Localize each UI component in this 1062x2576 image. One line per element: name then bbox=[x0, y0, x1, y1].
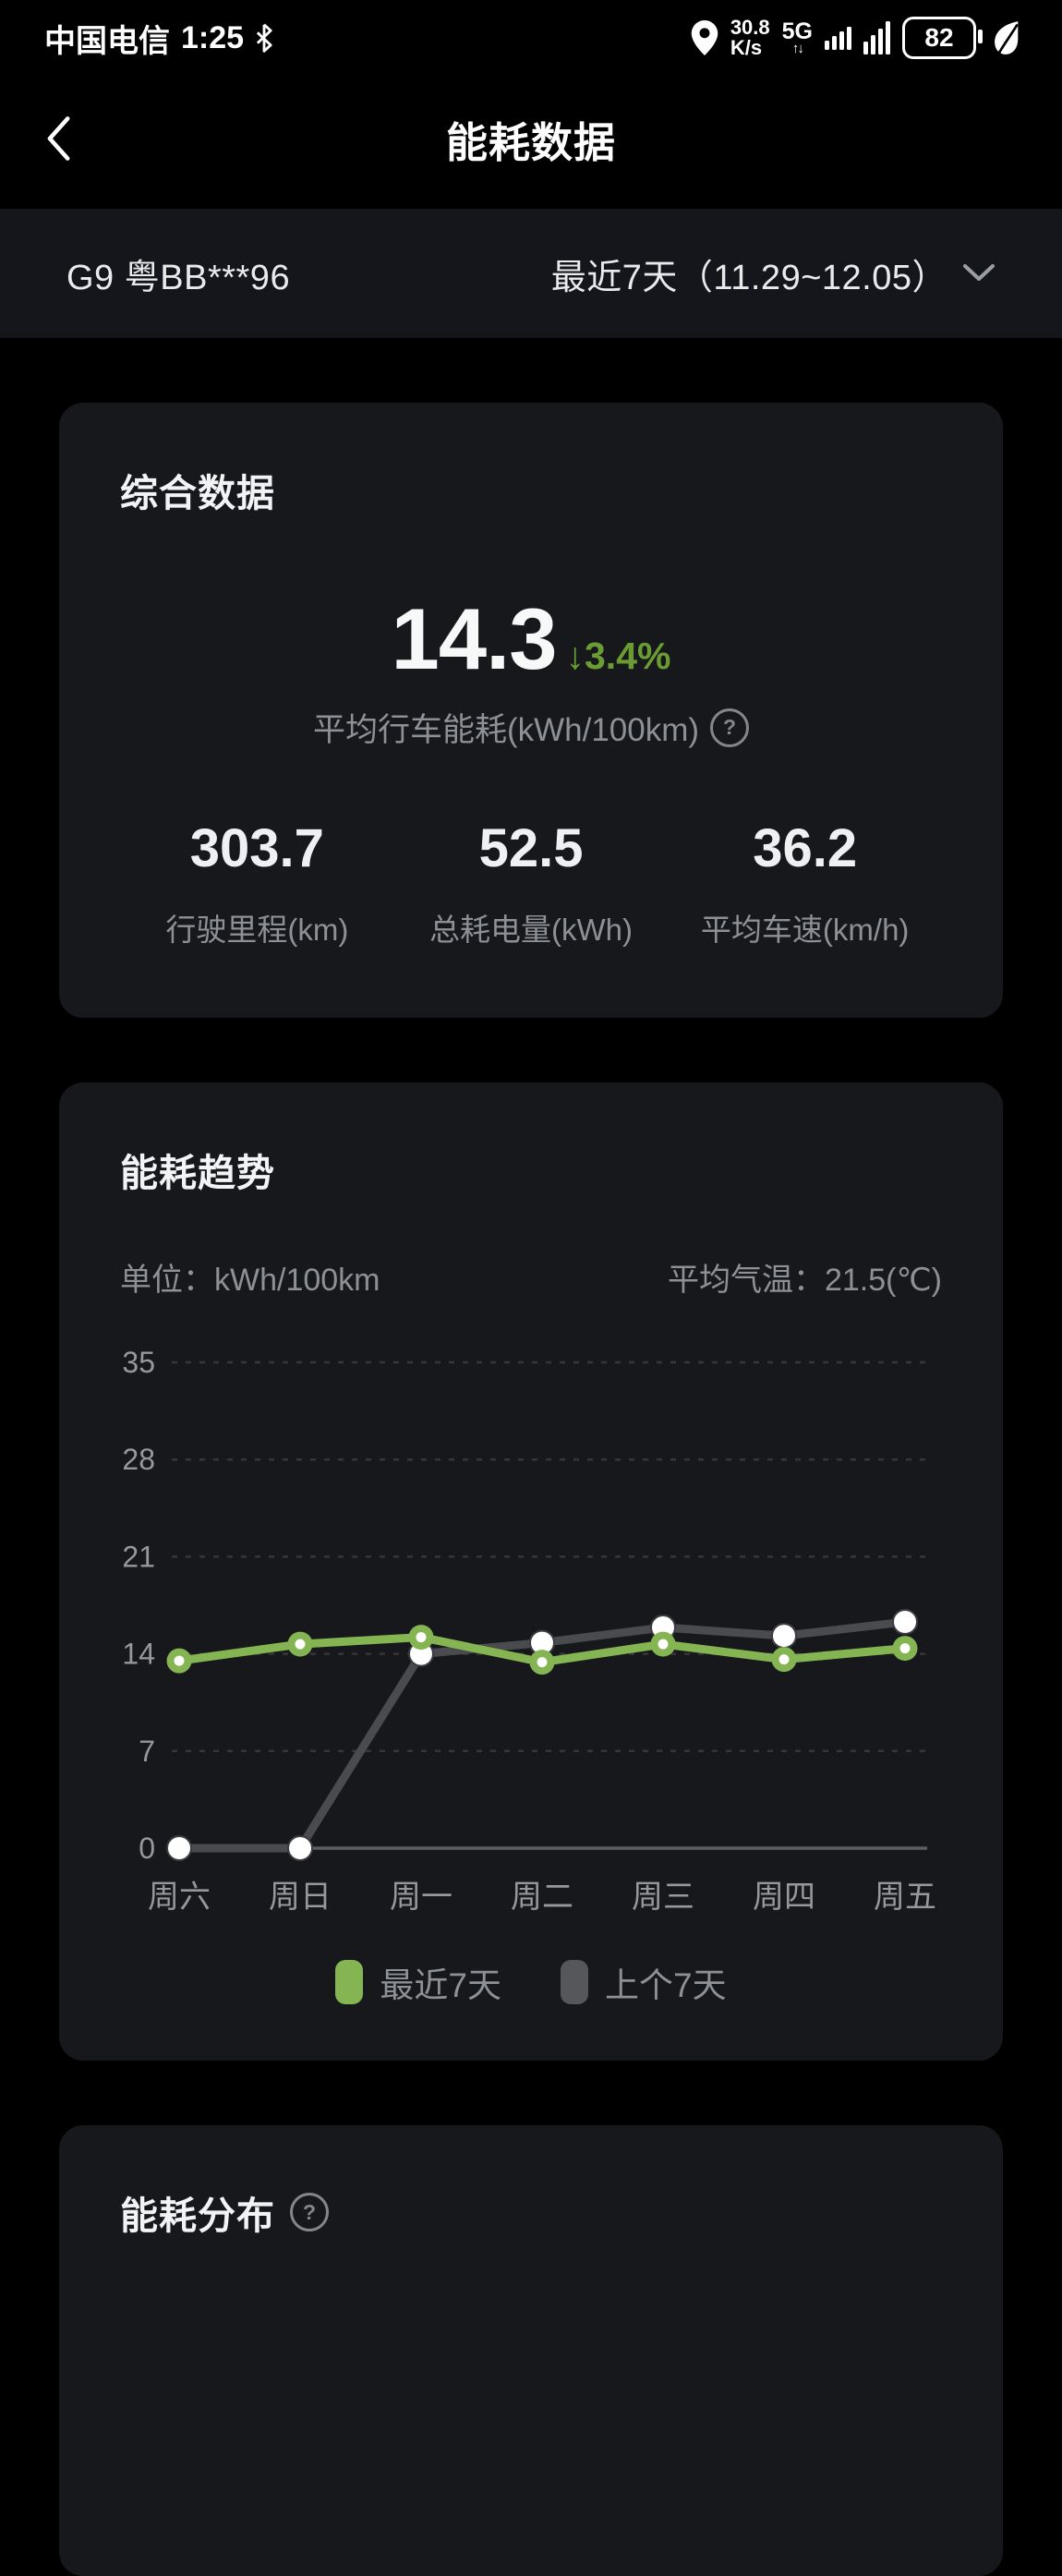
legend-item-recent: 最近7天 bbox=[335, 1957, 501, 2007]
date-range-selector[interactable]: 最近7天（11.29~12.05） bbox=[551, 248, 996, 299]
svg-text:28: 28 bbox=[122, 1443, 155, 1476]
avg-consumption-label: 平均行车能耗(kWh/100km) bbox=[312, 712, 700, 748]
avg-consumption-value: 14.3 bbox=[391, 590, 558, 687]
svg-text:周四: 周四 bbox=[753, 1880, 815, 1915]
bluetooth-icon bbox=[255, 23, 273, 53]
battery-percent: 82 bbox=[924, 23, 954, 52]
consumption-help-icon[interactable]: ? bbox=[710, 707, 750, 747]
delta-down-arrow-icon: ↓ bbox=[565, 635, 585, 677]
svg-text:0: 0 bbox=[139, 1832, 155, 1865]
trend-card-title: 能耗趋势 bbox=[120, 1152, 275, 1194]
legend-swatch-previous bbox=[561, 1960, 588, 2004]
consumption-delta: ↓ 3.4% bbox=[565, 635, 671, 677]
svg-text:周二: 周二 bbox=[511, 1880, 573, 1915]
network-speed: 30.8 K/s bbox=[730, 15, 770, 59]
network-type-badge: 5G ↑↓ bbox=[781, 18, 813, 56]
distribution-help-icon[interactable]: ? bbox=[290, 2193, 329, 2231]
battery-indicator: 82 bbox=[902, 17, 983, 59]
page-title: 能耗数据 bbox=[445, 118, 616, 166]
distribution-card-title: 能耗分布 bbox=[120, 2195, 275, 2237]
status-bar: 中国电信 1:25 30.8 K/s 5G ↑↓ 82 bbox=[0, 0, 1062, 68]
trend-card: 能耗趋势 单位：kWh/100km 平均气温：21.5(℃) 35 28 21 14 7… bbox=[59, 1082, 1003, 2061]
distribution-card: 能耗分布 ? bbox=[59, 2125, 1003, 2576]
vehicle-range-bar: G9 粤BB***96 最近7天（11.29~12.05） bbox=[0, 209, 1062, 338]
clock: 1:25 bbox=[181, 19, 245, 55]
trend-chart-container: 35 28 21 14 7 0 周六 周日 周一 周二 周三 周四 周五 bbox=[120, 1325, 942, 1926]
stat-energy: 52.5 总耗电量(kWh) bbox=[429, 818, 633, 947]
nav-header: 能耗数据 bbox=[0, 68, 1062, 209]
carrier-label: 中国电信 bbox=[44, 23, 170, 59]
vehicle-label[interactable]: G9 粤BB***96 bbox=[66, 258, 291, 297]
svg-text:周五: 周五 bbox=[874, 1880, 936, 1915]
svg-text:周三: 周三 bbox=[632, 1880, 694, 1915]
location-icon bbox=[691, 20, 718, 55]
trend-chart: 35 28 21 14 7 0 周六 周日 周一 周二 周三 周四 周五 bbox=[122, 1346, 936, 1915]
stat-speed: 36.2 平均车速(km/h) bbox=[700, 818, 910, 947]
signal-bars-sim2-icon bbox=[863, 21, 890, 54]
signal-bars-sim1-icon bbox=[825, 26, 851, 50]
avg-temperature-label: 平均气温：21.5(℃) bbox=[667, 1263, 942, 1298]
date-range-label: 最近7天（11.29~12.05） bbox=[550, 258, 947, 297]
summary-card-title: 综合数据 bbox=[120, 472, 275, 514]
svg-text:35: 35 bbox=[122, 1346, 155, 1379]
legend-item-previous: 上个7天 bbox=[561, 1957, 727, 2007]
svg-text:周日: 周日 bbox=[269, 1880, 332, 1915]
svg-text:7: 7 bbox=[139, 1735, 155, 1768]
chevron-down-icon bbox=[962, 263, 996, 284]
chart-legend: 最近7天 上个7天 bbox=[120, 1957, 942, 2007]
stat-distance: 303.7 行驶里程(km) bbox=[165, 818, 349, 947]
summary-card: 综合数据 14.3 ↓ 3.4% 平均行车能耗(kWh/100km) ? 303… bbox=[59, 403, 1003, 1018]
svg-text:周一: 周一 bbox=[390, 1880, 453, 1915]
summary-stats-row: 303.7 行驶里程(km) 52.5 总耗电量(kWh) 36.2 平均车速(… bbox=[120, 817, 942, 949]
legend-swatch-recent bbox=[335, 1960, 364, 2004]
chart-unit-label: 单位：kWh/100km bbox=[120, 1263, 380, 1298]
svg-text:14: 14 bbox=[122, 1638, 155, 1671]
svg-text:周六: 周六 bbox=[148, 1880, 211, 1915]
back-button[interactable] bbox=[44, 113, 85, 164]
data-arrows-icon: ↑↓ bbox=[791, 40, 804, 56]
svg-text:21: 21 bbox=[122, 1540, 155, 1573]
eco-leaf-icon bbox=[992, 20, 1021, 55]
